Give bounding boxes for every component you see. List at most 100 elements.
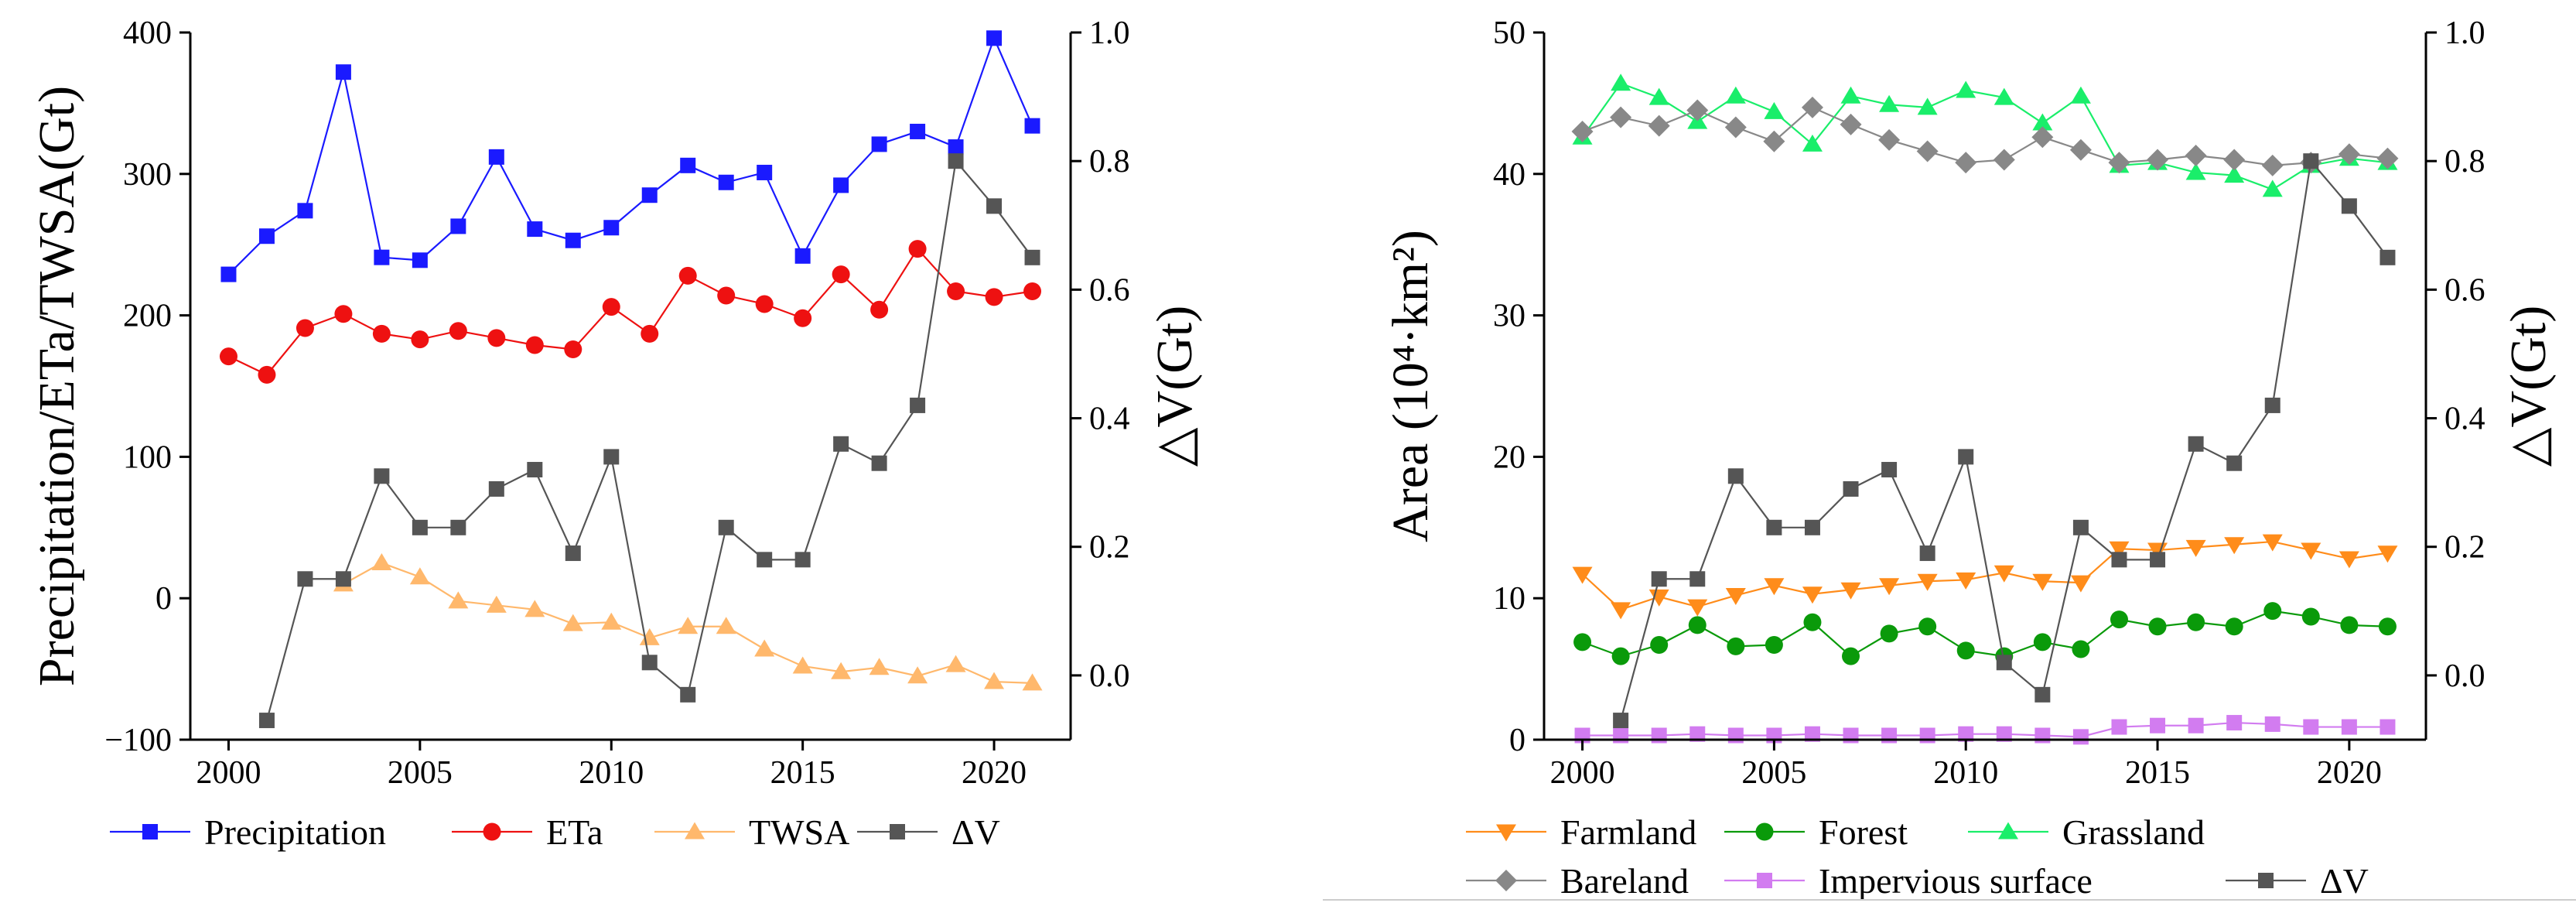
data-point [984,672,1005,689]
y2-tick-label: 0.0 [1089,658,1130,694]
data-point [757,552,773,568]
data-point [1956,80,1976,98]
data-point [296,319,314,337]
data-point [2185,539,2206,557]
data-point [1651,727,1667,744]
data-point [2148,617,2167,636]
data-point [1689,726,1706,742]
data-point [2339,551,2359,569]
data-point [718,519,734,535]
data-point [869,658,890,675]
x-tick-label: 2015 [2125,755,2190,791]
data-point [985,288,1003,306]
legend-label: Bareland [1560,861,1689,901]
data-point [1958,449,1974,465]
data-point [2264,716,2280,732]
data-point [2261,154,2284,176]
legend-label: Forest [1819,812,1908,852]
data-point [412,519,428,535]
data-point [603,449,620,465]
legend-marker [2258,873,2274,888]
data-point [2341,719,2357,735]
data-point [2224,166,2245,183]
data-point [1648,115,1670,137]
data-point [641,655,658,671]
data-point [2032,113,2053,131]
data-point [2340,616,2359,634]
legend: Farmland Forest Grassland Bareland Imperviou… [1466,812,2369,901]
data-point [1956,572,1976,590]
data-point [1881,727,1898,744]
data-point [2185,162,2206,180]
data-point [1993,87,2014,105]
data-point [641,324,659,343]
data-point [948,153,964,169]
y2-tick-label: 1.0 [2444,15,2485,51]
data-point [1880,624,1898,643]
data-point [1840,86,1861,104]
data-point [831,662,852,679]
y2-axis-title: △V(Gt) [2500,306,2557,467]
data-point [2072,729,2089,745]
data-point [2069,138,2092,161]
data-point [1843,727,1859,744]
data-point [2262,534,2283,552]
legend-item: Farmland [1466,812,1696,852]
data-point [1802,134,1823,152]
data-point [1881,462,1898,478]
data-point [488,149,504,165]
data-point [1879,94,1900,112]
data-point [1878,128,1901,151]
data-point [871,455,887,471]
y2-tick-label: 0.2 [2444,530,2485,566]
data-point [1804,519,1820,535]
legend-marker [142,824,158,839]
legend-label: Precipitation [204,812,386,852]
data-point [2188,717,2204,733]
data-point [986,30,1003,46]
y-axis-title: Area (10⁴·km²) [1382,230,1439,542]
data-point [1725,86,1746,104]
data-point [794,552,811,568]
y-tick-label: 40 [1493,157,1525,193]
data-point [1879,578,1900,596]
data-point [1955,152,1977,174]
legend-label: ΔV [2320,861,2369,901]
data-point [2263,602,2282,621]
data-point [2108,152,2130,174]
data-point [794,309,812,327]
data-point [1917,97,1938,115]
data-point [1801,96,1823,118]
legend-label: Grassland [2062,812,2205,852]
data-point [565,545,581,562]
legend-item: Impervious surface [1724,861,2093,901]
data-point [2226,715,2243,731]
data-point [527,462,543,478]
data-point [2378,617,2397,636]
legend-marker [890,824,905,839]
data-point [1802,586,1823,604]
data-point [908,240,927,258]
data-point [525,336,544,354]
data-point [601,612,622,630]
data-point [564,340,583,358]
data-point [1023,282,1042,301]
data-point [2223,149,2246,171]
data-point [754,639,775,657]
data-point [449,322,467,340]
data-point [488,480,504,497]
data-point [986,198,1003,214]
data-point [2301,542,2321,560]
data-point [1727,727,1744,744]
data-point [220,266,237,282]
y-tick-label: 100 [123,439,172,475]
data-point [334,305,353,323]
data-point [2109,541,2130,559]
y2-axis-title: △V(Gt) [1146,306,1203,467]
data-point [1689,571,1706,587]
legend-item: Bareland [1466,861,1689,901]
data-point [1686,99,1709,121]
data-point [1024,249,1040,265]
data-point [1993,565,2014,583]
